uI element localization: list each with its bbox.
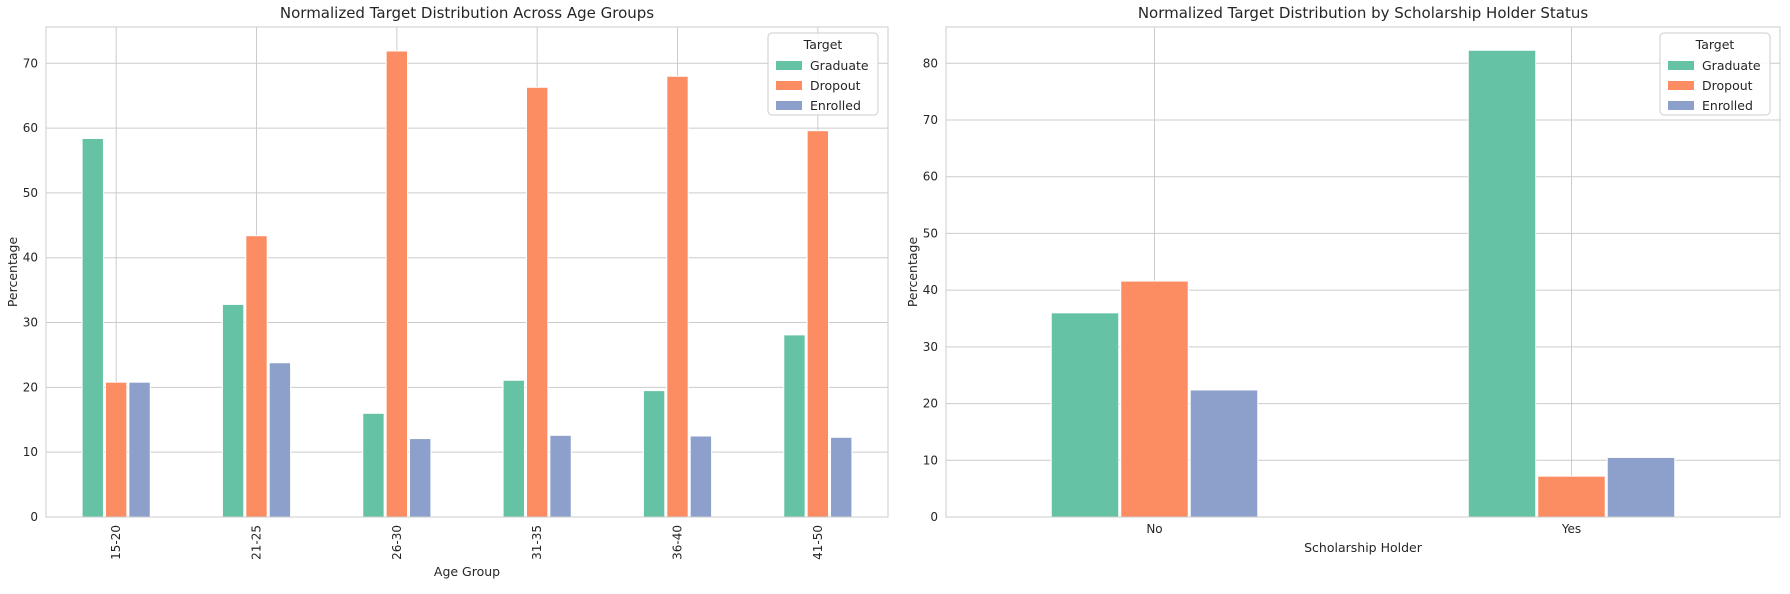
y-tick-label: 20 — [923, 397, 938, 411]
legend-swatch-dropout — [776, 81, 802, 90]
x-tick-label: 21-25 — [250, 525, 264, 560]
x-axis-label: Age Group — [434, 564, 500, 579]
legend-swatch-graduate — [1668, 61, 1694, 70]
y-tick-label: 40 — [923, 283, 938, 297]
bar-graduate-31-35 — [502, 379, 525, 518]
x-tick-label: 36-40 — [671, 525, 685, 560]
bar-graduate-41-50 — [783, 334, 806, 518]
y-tick-label: 50 — [923, 226, 938, 240]
bar-dropout-Yes — [1537, 475, 1606, 518]
chart-title: Normalized Target Distribution by Schola… — [1138, 4, 1589, 22]
legend-label-dropout: Dropout — [810, 78, 861, 93]
legend: Target Graduate Dropout Enrolled — [767, 32, 879, 116]
legend-label-enrolled: Enrolled — [810, 98, 861, 113]
legend-label-graduate: Graduate — [810, 58, 869, 73]
y-tick-label: 60 — [923, 170, 938, 184]
y-tick-label: 30 — [23, 316, 38, 330]
bar-graduate-21-25 — [221, 303, 245, 518]
bar-graduate-36-40 — [642, 390, 666, 518]
bar-enrolled-No — [1189, 389, 1259, 518]
legend: Target Graduate Dropout Enrolled — [1659, 32, 1771, 116]
y-axis-label: Percentage — [5, 237, 20, 308]
chart-title: Normalized Target Distribution Across Ag… — [280, 4, 654, 22]
x-tick-label: No — [1146, 522, 1162, 536]
y-tick-label: 40 — [23, 251, 38, 265]
plot-frame — [45, 26, 889, 518]
bar-graduate-26-30 — [362, 412, 385, 518]
y-tick-label: 70 — [23, 56, 38, 70]
y-tick-label: 30 — [923, 340, 938, 354]
legend-box — [767, 32, 879, 116]
bar-dropout-21-25 — [245, 235, 268, 518]
legend-swatch-graduate — [776, 61, 802, 70]
y-tick-label: 50 — [23, 186, 38, 200]
y-tick-label: 0 — [30, 510, 38, 524]
y-tick-label: 80 — [923, 56, 938, 70]
bar-dropout-No — [1120, 280, 1189, 518]
y-tick-label: 10 — [23, 445, 38, 459]
x-axis-label: Scholarship Holder — [1304, 540, 1423, 555]
bar-graduate-No — [1050, 312, 1120, 518]
y-axis-label: Percentage — [905, 237, 920, 308]
legend-label-dropout: Dropout — [1702, 78, 1753, 93]
bar-graduate-Yes — [1467, 49, 1537, 518]
chart-panel-1: 0 10 20 30 40 50 60 70 15-20 21-25 26-30 31-35 36-40… — [5, 4, 889, 579]
legend-swatch-enrolled — [776, 101, 802, 110]
y-tick-label: 60 — [23, 121, 38, 135]
plot-frame — [945, 26, 1781, 518]
chart-panel-2: 0 10 20 30 40 50 60 70 80 No Yes Normalized Target … — [905, 4, 1781, 555]
bar-dropout-26-30 — [385, 50, 409, 518]
bar-dropout-31-35 — [525, 86, 549, 518]
y-tick-label: 70 — [923, 113, 938, 127]
y-tick-label: 20 — [23, 380, 38, 394]
legend-label-enrolled: Enrolled — [1702, 98, 1753, 113]
legend-title: Target — [803, 37, 843, 52]
legend-label-graduate: Graduate — [1702, 58, 1761, 73]
legend-title: Target — [1695, 37, 1735, 52]
x-tick-label: 26-30 — [390, 525, 404, 560]
x-tick-label: 15-20 — [109, 525, 123, 560]
bar-dropout-36-40 — [666, 75, 689, 518]
y-tick-label: 10 — [923, 453, 938, 467]
bar-enrolled-21-25 — [268, 362, 292, 518]
bar-dropout-15-20 — [104, 381, 128, 518]
bar-enrolled-41-50 — [830, 436, 853, 518]
bar-enrolled-26-30 — [409, 438, 432, 518]
x-tick-label: 41-50 — [811, 525, 825, 560]
legend-swatch-dropout — [1668, 81, 1694, 90]
bar-enrolled-Yes — [1606, 456, 1676, 518]
x-tick-label: Yes — [1561, 522, 1581, 536]
y-tick-label: 0 — [930, 510, 938, 524]
bar-enrolled-15-20 — [128, 381, 151, 518]
bar-enrolled-36-40 — [689, 435, 713, 518]
bar-dropout-41-50 — [806, 130, 830, 518]
bar-enrolled-31-35 — [549, 434, 572, 518]
x-tick-label: 31-35 — [530, 525, 544, 560]
bar-graduate-15-20 — [81, 137, 104, 518]
legend-box — [1659, 32, 1771, 116]
legend-swatch-enrolled — [1668, 101, 1694, 110]
